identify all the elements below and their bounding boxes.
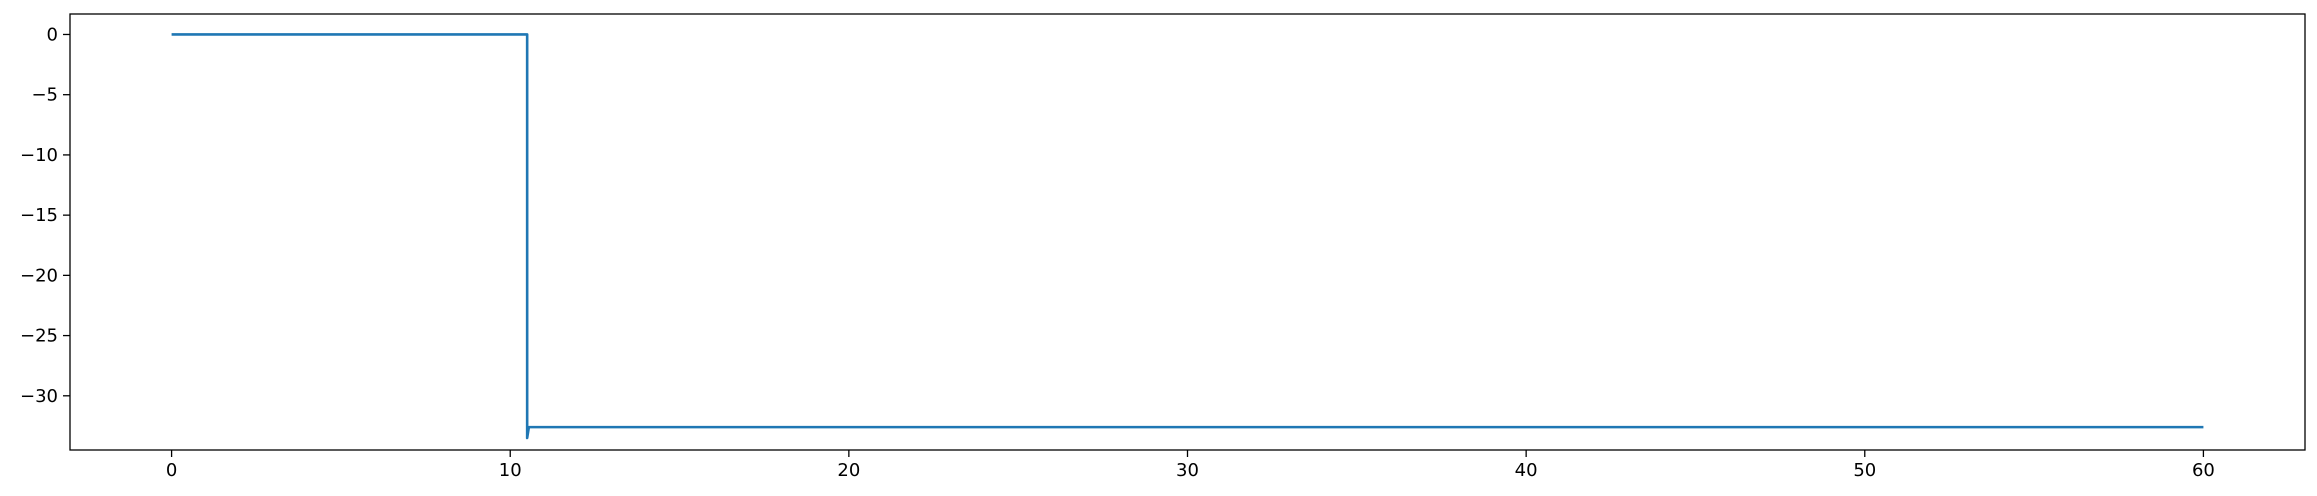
y-tick-label: −5 (31, 85, 58, 106)
x-tick-label: 40 (1515, 460, 1538, 481)
x-tick-label: 10 (499, 460, 522, 481)
plot-area (171, 33, 2204, 440)
y-tick-label: −15 (20, 205, 58, 226)
x-tick-label: 0 (166, 460, 177, 481)
axes-frame (69, 13, 2306, 451)
y-tick-label: 0 (47, 24, 58, 45)
y-tick-label: −20 (20, 265, 58, 286)
y-tick-label: −30 (20, 386, 58, 407)
x-tick-label: 20 (837, 460, 860, 481)
x-tick-label: 30 (1176, 460, 1199, 481)
series-line-0 (171, 33, 2204, 440)
x-tick-label: 50 (1853, 460, 1876, 481)
axis-ticks: 0 10 20 30 40 50 60 0 −5 −10 −15 −20 −25 −30 (20, 24, 2215, 481)
y-tick-label: −25 (20, 326, 58, 347)
y-tick-label: −10 (20, 145, 58, 166)
x-tick-label: 60 (2192, 460, 2215, 481)
